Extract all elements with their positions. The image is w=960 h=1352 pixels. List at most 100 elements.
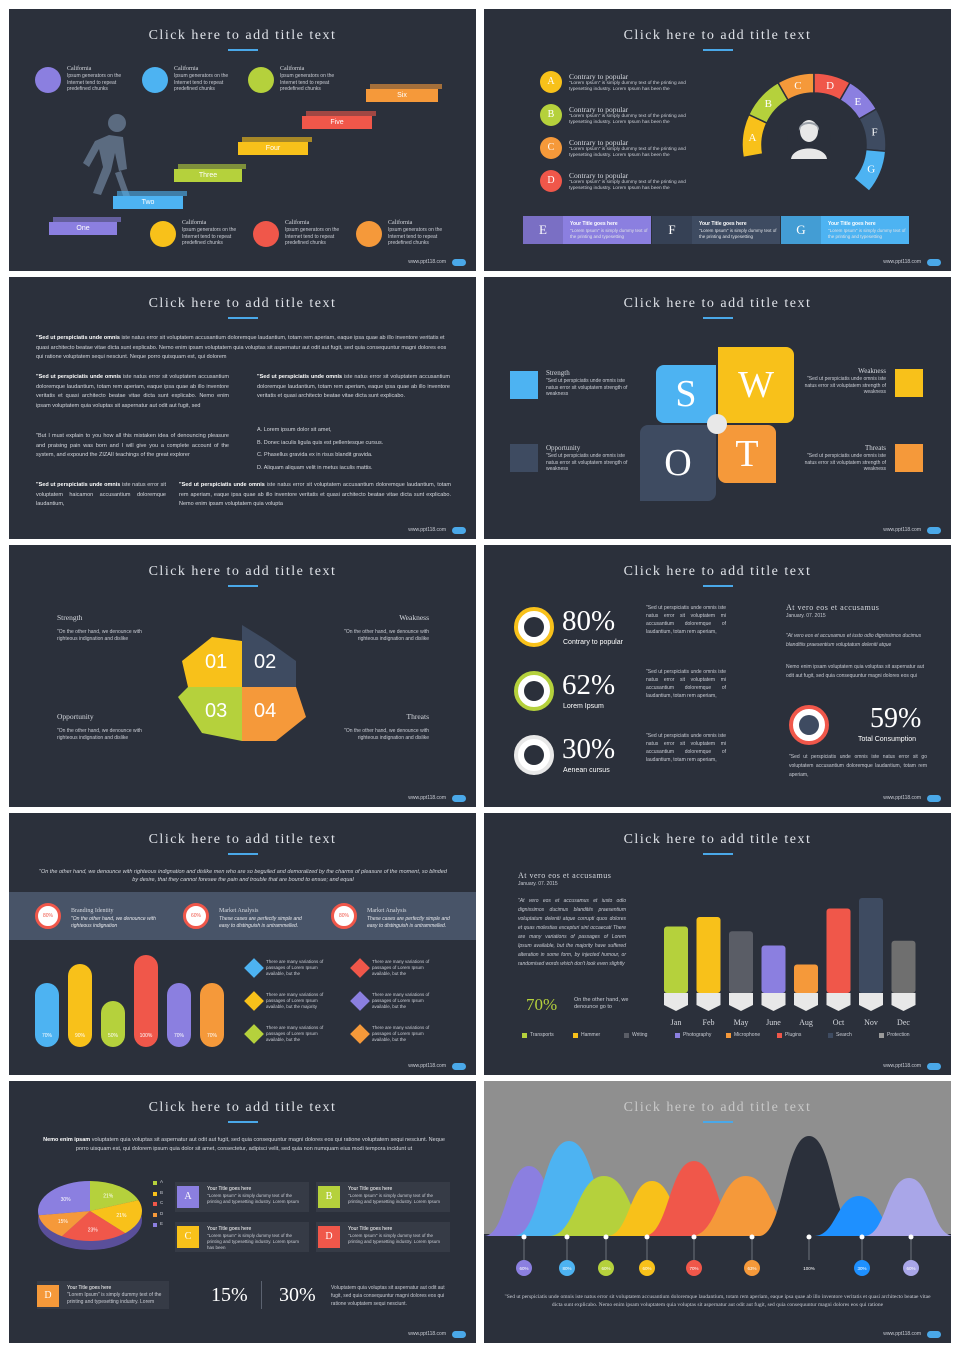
side-pct: 70% [526,995,558,1014]
letter-badge: B [540,104,562,126]
footer-url[interactable]: www.ppt118.com [883,795,921,801]
strength-body: "On the other hand, we denounce with rig… [57,629,142,642]
slide-title[interactable]: Click here to add title text [148,28,337,43]
consumption-ring [789,705,829,745]
feature-icon [150,221,176,247]
slide-title[interactable]: Click here to add title text [623,28,812,43]
title-underline [228,585,258,587]
opportunity-body: "Sed ut perspiciatis unde omnis iste nat… [546,453,628,472]
footer-url[interactable]: www.ppt118.com [408,527,446,533]
bottom-box-heading: Your Title goes here [67,1285,112,1291]
legend-swatch [624,1033,629,1038]
stat-icon [524,745,544,765]
bar-may [729,931,753,993]
info-box-letter: E [523,216,563,244]
footer-url[interactable]: www.ppt118.com [408,259,446,265]
info-box-body: "Lorem Ipsum" is simply dummy text of th… [207,1193,299,1204]
pie-label: 15% [58,1219,69,1225]
note-diamond [244,1024,264,1044]
pill-bar-label: 70% [41,1033,52,1039]
note-text: There are many variations of passages of… [266,1025,324,1042]
pinwheel-num-4: 04 [254,700,277,722]
marker-dot [691,1234,697,1240]
note-diamond [244,958,264,978]
footer-url[interactable]: www.ppt118.com [883,1331,921,1337]
value-label: 60% [601,1266,610,1271]
value-label: 60% [906,1266,915,1271]
title-underline [703,49,733,51]
step-3: Three [174,169,242,182]
page-number [927,795,941,802]
feature-heading: California [182,220,207,226]
feature-icon [142,67,168,93]
value-label: 70% [689,1266,698,1271]
stat-label: Lorem Ipsum [563,703,604,710]
page-number [452,795,466,802]
slide-title[interactable]: Click here to add title text [623,564,812,579]
footer-url[interactable]: www.ppt118.com [408,1063,446,1069]
legend-label: Photography [683,1032,712,1038]
footer-url[interactable]: www.ppt118.com [883,527,921,533]
step-2: Two [113,196,183,209]
side-body: "At vero eos et accusamus et iusto odio … [518,898,626,967]
opportunity-body: "On the other hand, we denounce with rig… [57,728,142,741]
tick-label: Dec [897,1018,910,1027]
stat-icon [524,681,544,701]
step-top [306,111,376,116]
slide-title[interactable]: Click here to add title text [623,832,812,847]
feature-heading: California [280,66,305,72]
slide-title[interactable]: Click here to add title text [148,564,337,579]
slide-title[interactable]: Click here to add title text [148,1100,337,1115]
bottom-box [37,1281,169,1309]
note-text: There are many variations of passages of… [266,992,324,1009]
side-date: January. 07. 2015 [518,881,558,887]
legend-label: A [160,1179,164,1184]
page-number [927,1063,941,1070]
pill-bar-label: 70% [173,1033,184,1039]
marker-dot [521,1234,527,1240]
info-box [652,216,780,244]
slide-title[interactable]: Click here to add title text [148,832,337,847]
pie-slice-a [90,1181,139,1211]
legend-swatch [573,1033,578,1038]
info-box-body: "Lorem Ipsum" is simply dummy text of th… [699,228,777,239]
list-item: B. Donec iaculis ligula quis est pellent… [257,439,384,446]
value-label: 60% [642,1266,651,1271]
footer-url[interactable]: www.ppt118.com [408,1331,446,1337]
slide-title[interactable]: Click here to add title text [623,1100,812,1115]
legend-swatch [828,1033,833,1038]
bar-cap [664,993,688,1011]
legend-label: Hammer [581,1032,601,1038]
info-box-letter: C [177,1226,199,1248]
bar-oct [826,908,851,993]
value-badge [559,1260,575,1276]
feature-body: Ipsum generators on the Internet tend to… [182,227,237,246]
slide-7: Click here to add title text "On the oth… [9,813,476,1075]
slide-title[interactable]: Click here to add title text [623,296,812,311]
weakness-heading: Weakness [399,613,429,622]
bar-cap [826,993,851,1011]
band-heading: Market Analysis [219,908,259,914]
info-band [9,892,476,940]
step-top [117,191,187,196]
paragraph-6: "Sed ut perspiciatis unde omnis iste nat… [179,482,452,507]
slide-title[interactable]: Click here to add title text [148,296,337,311]
legend-swatch [153,1212,157,1217]
feature-body: Ipsum generators on the Internet tend to… [174,73,229,92]
pie-label: 30% [61,1197,72,1203]
title-underline [228,1121,258,1123]
footer-url[interactable]: www.ppt118.com [883,259,921,265]
feature-heading: California [388,220,413,226]
swot-t: T [718,425,776,483]
footer-url[interactable]: www.ppt118.com [883,1063,921,1069]
legend-label: Plugins [785,1032,802,1038]
footer-url[interactable]: www.ppt118.com [408,795,446,801]
page-number [927,1331,941,1338]
stat-label: Contrary to popular [563,639,623,646]
pill-bar [200,982,224,1047]
legend-label: E [160,1221,164,1226]
weakness-heading: Weakness [858,367,886,375]
side-date: January. 07. 2015 [786,613,826,619]
pill-bar-label: 100% [139,1033,153,1039]
swot-center-dot [707,414,727,434]
